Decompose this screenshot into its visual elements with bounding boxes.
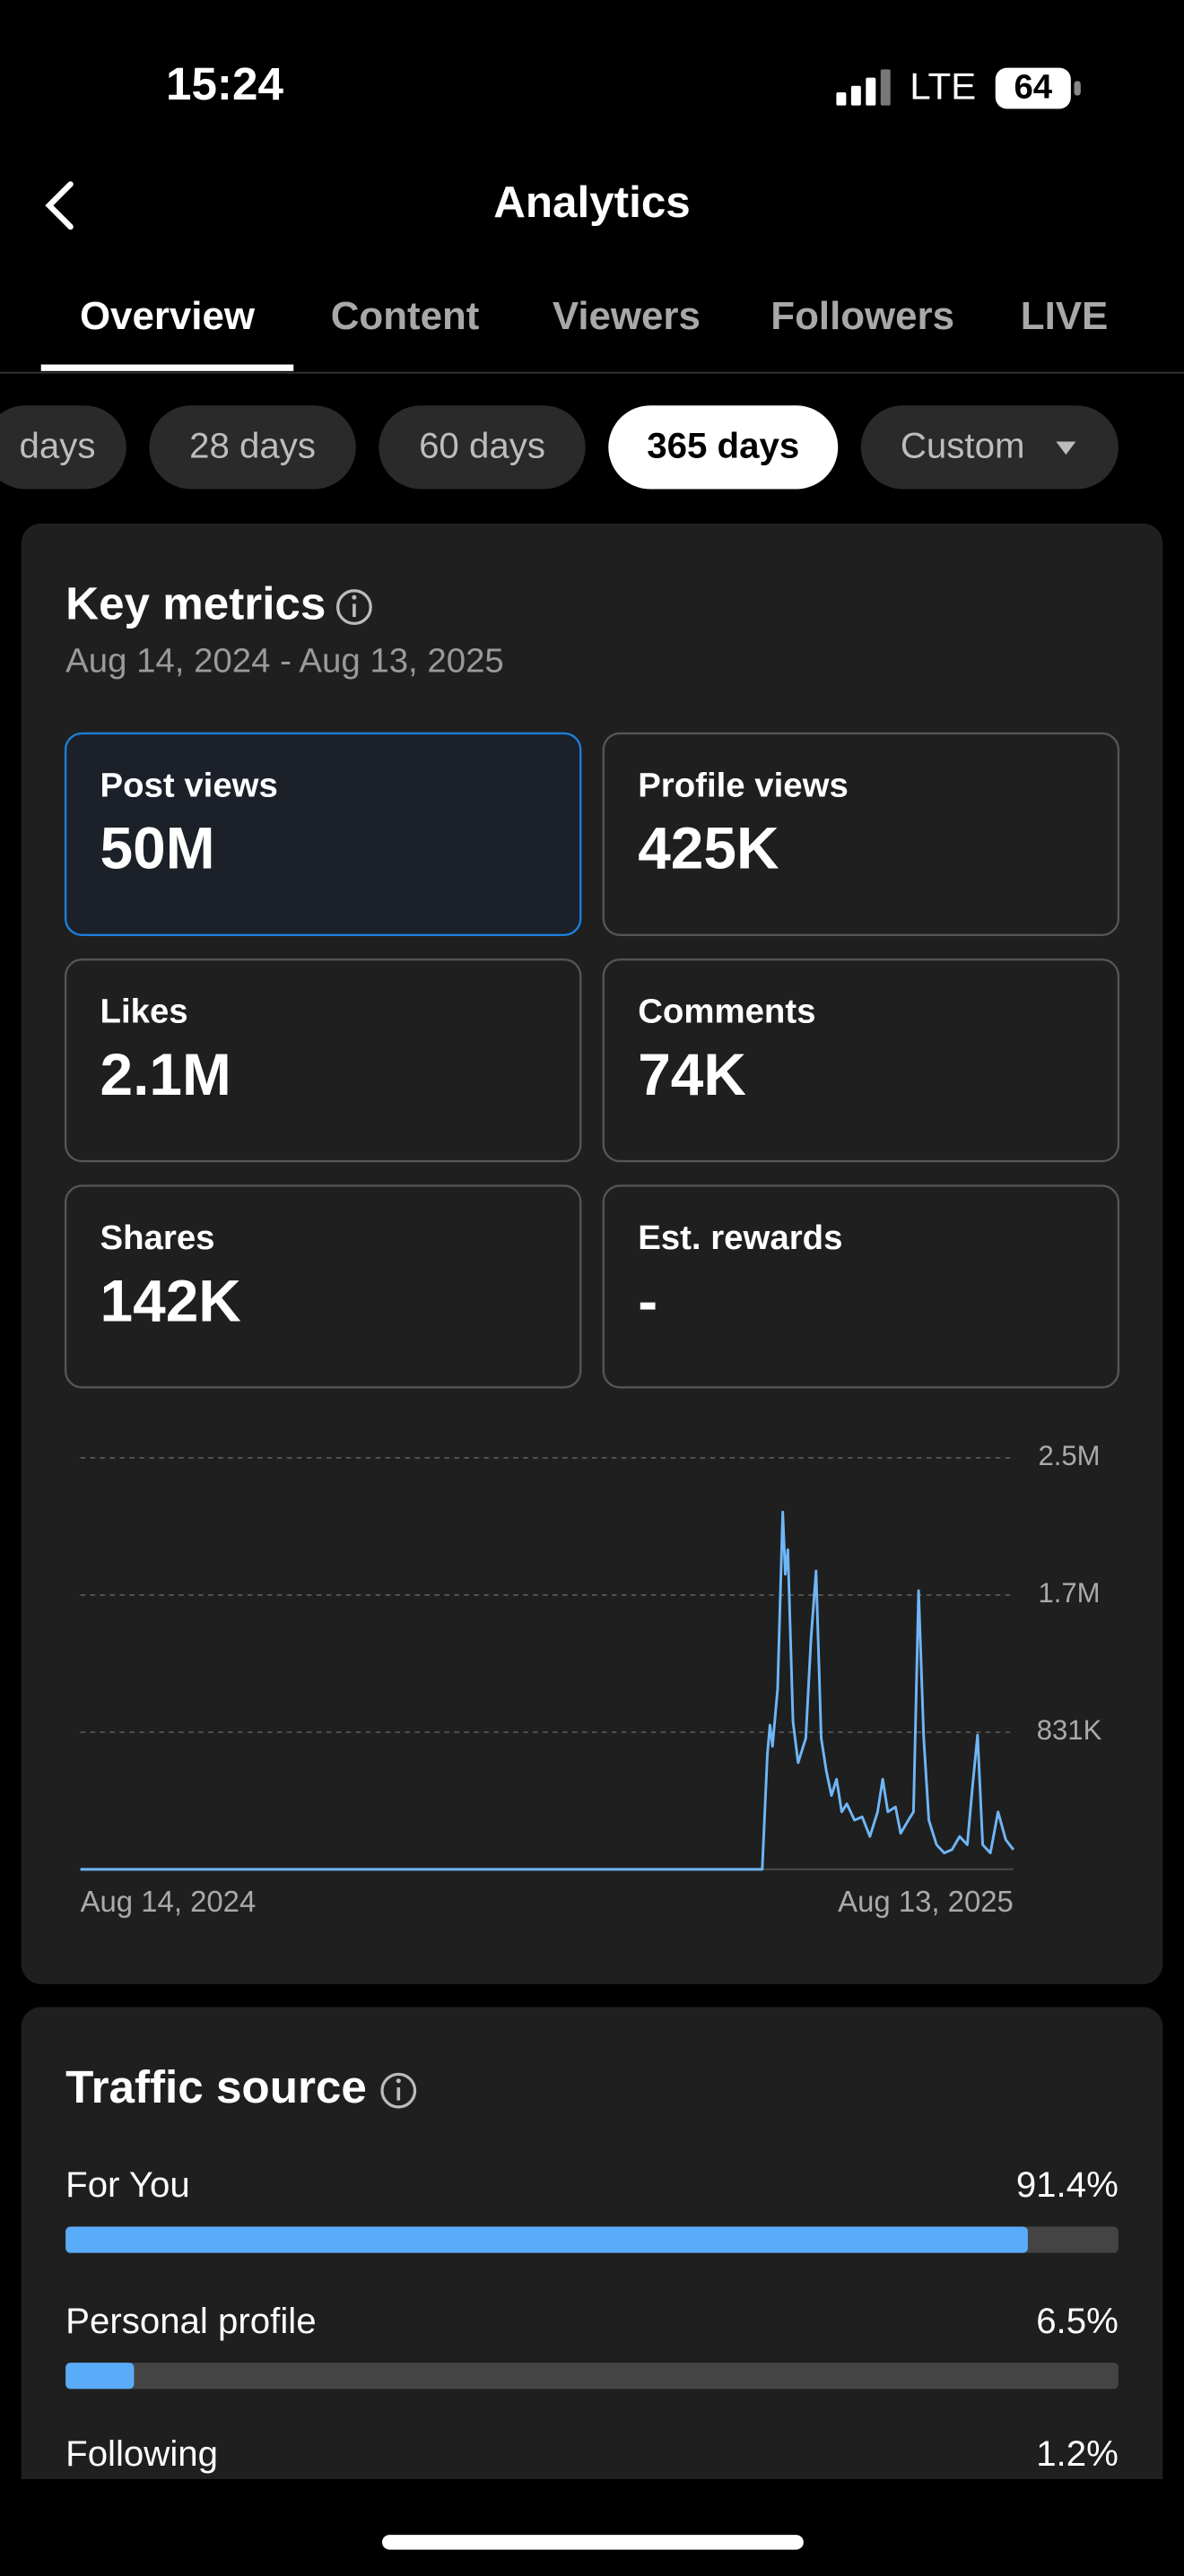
tab[interactable]: Viewers — [553, 294, 701, 338]
range-pill[interactable] — [149, 405, 356, 490]
metric-card[interactable] — [64, 958, 582, 1163]
bottom-bar — [0, 2478, 1184, 2572]
metric-card[interactable] — [602, 958, 1120, 1163]
date-range: Aug 14, 2024 - Aug 13, 2025 — [65, 641, 504, 680]
info-icon[interactable] — [335, 589, 372, 626]
source-name: Following — [65, 2433, 218, 2474]
line-series — [80, 1510, 1015, 1871]
x-tick-label: Aug 14, 2024 — [81, 1885, 257, 1918]
range-label[interactable]: days — [20, 425, 96, 465]
metric-value: 50M — [100, 815, 215, 881]
metric-label: Likes — [100, 993, 188, 1031]
dropdown-arrow — [1056, 441, 1076, 455]
battery-tip — [1074, 81, 1081, 96]
home-indicator — [381, 2535, 804, 2550]
range-pill[interactable] — [0, 405, 126, 490]
tab-underline — [40, 364, 294, 371]
tab[interactable]: Content — [331, 294, 480, 338]
battery-level: 64 — [1014, 68, 1052, 107]
metric-label: Profile views — [638, 766, 849, 804]
metric-label: Comments — [638, 993, 815, 1031]
y-tick-label: 831K — [1037, 1714, 1102, 1746]
bar-track — [65, 2363, 1119, 2390]
section-title: Key metrics — [65, 578, 326, 629]
network-label: LTE — [910, 65, 976, 107]
section-title: Traffic source — [65, 2061, 367, 2112]
page-title: Analytics — [493, 178, 690, 227]
range-pill[interactable] — [608, 405, 839, 490]
metric-card[interactable] — [64, 732, 582, 936]
source-percent: 6.5% — [1036, 2301, 1119, 2341]
metric-card[interactable] — [602, 1184, 1120, 1389]
bar — [65, 2363, 135, 2390]
metric-card[interactable] — [64, 1184, 582, 1389]
metric-value: 142K — [100, 1267, 241, 1333]
source-percent: 1.2% — [1036, 2433, 1119, 2474]
source-percent: 91.4% — [1016, 2164, 1119, 2205]
range-pill[interactable] — [860, 405, 1119, 490]
range-label[interactable]: 365 days — [647, 425, 799, 465]
x-tick-label: Aug 13, 2025 — [838, 1885, 1014, 1918]
metric-label: Est. rewards — [638, 1219, 842, 1257]
range-label[interactable]: Custom — [901, 425, 1025, 465]
y-tick-label: 2.5M — [1038, 1440, 1100, 1471]
battery-icon — [995, 67, 1071, 109]
bar — [65, 2226, 1028, 2253]
metric-card[interactable] — [602, 732, 1120, 936]
metric-value: 74K — [638, 1041, 746, 1107]
signal-icon — [836, 69, 891, 106]
tab[interactable]: LIVE — [1021, 294, 1108, 338]
y-tick-label: 1.7M — [1038, 1577, 1100, 1609]
range-label[interactable]: 28 days — [189, 425, 316, 465]
metric-label: Shares — [100, 1219, 215, 1257]
info-icon[interactable] — [380, 2072, 417, 2109]
tab[interactable]: Overview — [80, 294, 256, 338]
metric-value: 425K — [638, 815, 779, 881]
tab[interactable]: Followers — [770, 294, 954, 338]
back-button[interactable] — [45, 181, 74, 230]
source-name: Personal profile — [65, 2301, 316, 2341]
clock: 15:24 — [166, 58, 283, 109]
range-pill[interactable] — [379, 405, 586, 490]
source-name: For You — [65, 2164, 190, 2205]
metric-value: 2.1M — [100, 1041, 231, 1107]
metric-label: Post views — [100, 766, 278, 804]
range-label[interactable]: 60 days — [419, 425, 545, 465]
metric-value: - — [638, 1267, 657, 1333]
